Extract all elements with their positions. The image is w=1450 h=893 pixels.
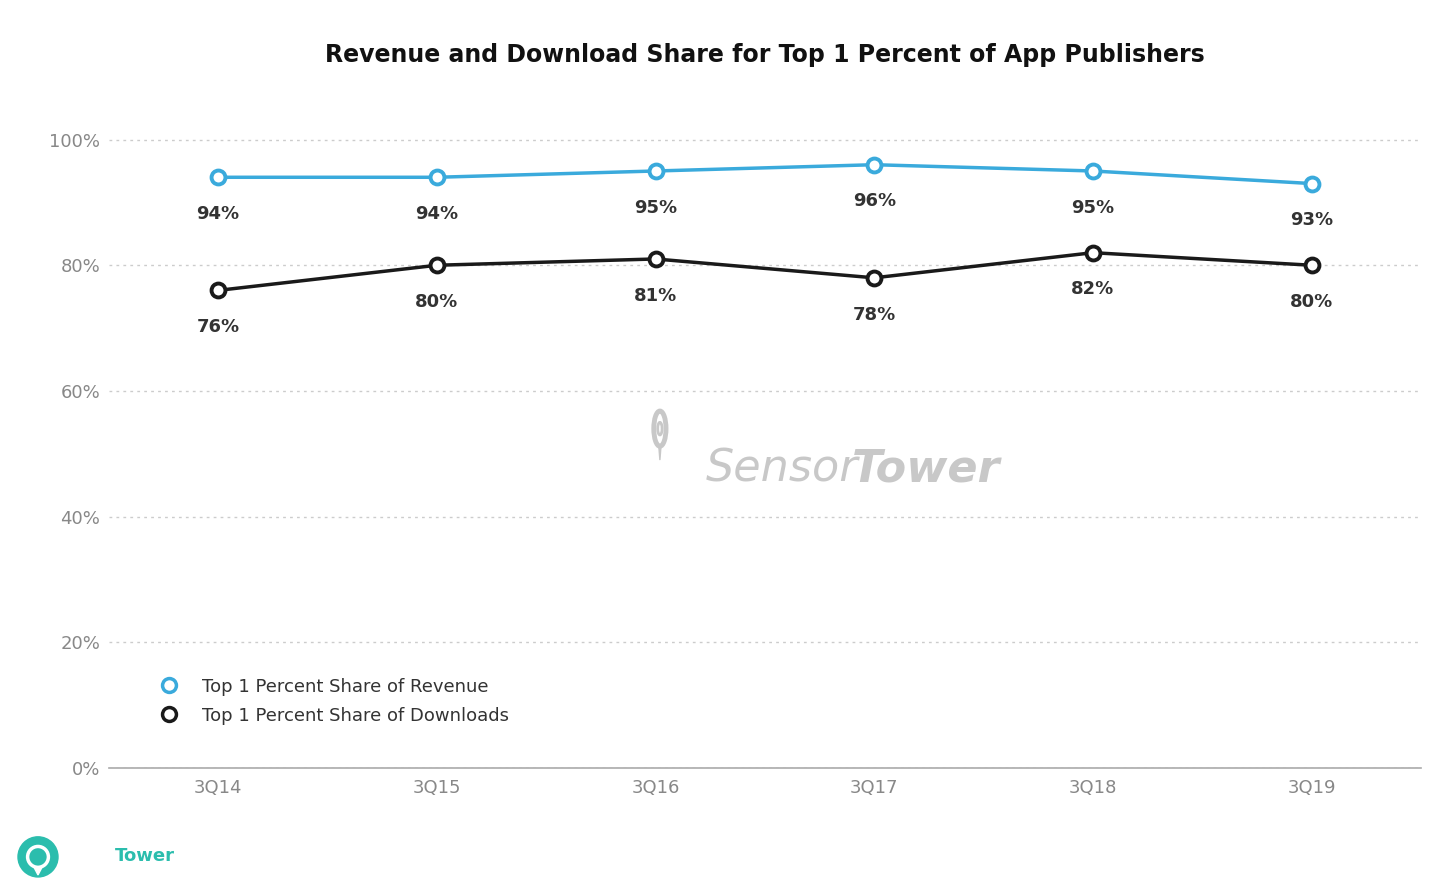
- Text: 78%: 78%: [853, 305, 896, 323]
- Text: Sensor: Sensor: [706, 448, 858, 491]
- Text: 82%: 82%: [1072, 280, 1115, 298]
- Legend: Top 1 Percent Share of Revenue, Top 1 Percent Share of Downloads: Top 1 Percent Share of Revenue, Top 1 Pe…: [144, 671, 516, 731]
- Text: 81%: 81%: [634, 287, 677, 305]
- Text: 95%: 95%: [1072, 199, 1115, 217]
- Title: Revenue and Download Share for Top 1 Percent of App Publishers: Revenue and Download Share for Top 1 Per…: [325, 43, 1205, 66]
- Text: sensortower.com: sensortower.com: [1266, 847, 1420, 865]
- Text: Sensor: Sensor: [65, 847, 135, 865]
- Circle shape: [17, 837, 58, 877]
- Text: 76%: 76%: [197, 318, 239, 336]
- Text: 95%: 95%: [634, 199, 677, 217]
- Text: Tower: Tower: [115, 847, 175, 865]
- Text: 96%: 96%: [853, 193, 896, 211]
- Text: 80%: 80%: [1290, 293, 1333, 311]
- Text: Tower: Tower: [851, 448, 1000, 491]
- Text: 80%: 80%: [415, 293, 458, 311]
- Text: Data That Drives App Growth: Data That Drives App Growth: [170, 847, 447, 865]
- Polygon shape: [33, 867, 42, 875]
- Text: 94%: 94%: [415, 205, 458, 223]
- Text: 94%: 94%: [197, 205, 239, 223]
- Text: 93%: 93%: [1290, 212, 1333, 230]
- Polygon shape: [658, 446, 661, 460]
